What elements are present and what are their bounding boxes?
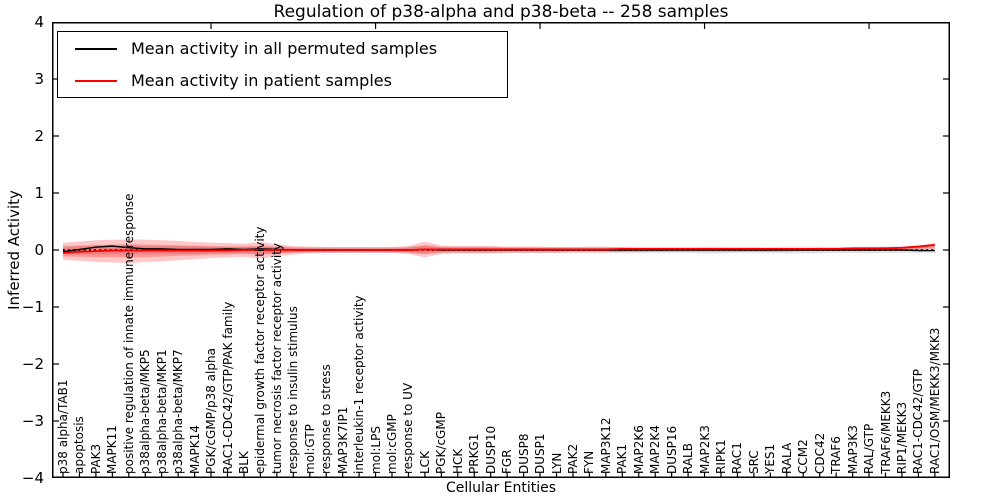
x-tick-label: PAK2 (565, 443, 580, 474)
x-tick-label: CDC42 (812, 432, 827, 474)
x-tick-label: RALA (779, 442, 794, 474)
x-tick-label: MAP3K12 (598, 417, 613, 474)
x-tick-label: p38 alpha/TAB1 (56, 379, 70, 474)
x-tick-label: RAC1 (730, 442, 745, 474)
x-tick-label: RALB (681, 443, 696, 474)
legend-entry: Mean activity in all permuted samples (75, 35, 507, 63)
x-tick-label: HCK (450, 448, 465, 474)
x-tick-label: RAL/GTP (862, 423, 877, 474)
x-tick-label: MAPK11 (105, 425, 120, 474)
x-tick-label: YES1 (763, 443, 778, 474)
x-tick-label: DUSP16 (664, 425, 679, 474)
x-tick-label: epidermal growth factor receptor activit… (253, 226, 268, 474)
x-tick-label: FGR (500, 449, 515, 474)
x-tick-label: MAP3K7IP1 (335, 406, 350, 474)
x-tick-label: PGK/cGMP (434, 412, 449, 474)
legend-line-sample-patient (75, 79, 117, 82)
x-tick-label: LYN (549, 452, 564, 474)
legend-line-sample-permuted (75, 47, 117, 50)
x-tick-label: p38alpha-beta/MKP7 (171, 349, 186, 474)
legend-label-patient: Mean activity in patient samples (131, 71, 392, 90)
patient-range-band-outer (63, 239, 935, 264)
plot-frame (52, 22, 950, 478)
x-tick-label: MAP2K6 (631, 425, 646, 474)
x-tick-label: RAC1-CDC42/GTP (911, 369, 926, 474)
plot-canvas (52, 22, 950, 478)
x-tick-label: DUSP10 (483, 425, 498, 474)
chart-title: Regulation of p38-alpha and p38-beta -- … (273, 2, 729, 22)
y-tick-label: −4 (21, 469, 44, 487)
x-tick-label: interleukin-1 receptor activity (352, 295, 367, 474)
x-tick-label: p38alpha-beta/MKP5 (138, 349, 153, 474)
x-tick-label: tumor necrosis factor receptor activity (269, 243, 284, 474)
x-tick-label: MAP2K3 (697, 425, 712, 474)
x-tick-label: MAP3K3 (845, 425, 860, 474)
x-tick-label: PGK/cGMP/p38 alpha (204, 348, 219, 474)
plot-area (52, 22, 950, 478)
x-tick-label: PAK3 (88, 443, 103, 474)
y-tick-label: −2 (21, 355, 44, 373)
y-tick-label: 0 (34, 241, 44, 259)
y-tick-label: 1 (34, 184, 44, 202)
x-tick-label: apoptosis (72, 416, 87, 474)
x-tick-label: p38alpha-beta/MKP1 (154, 349, 169, 474)
x-tick-label: RAC1-CDC42/GTP/PAK family (220, 301, 235, 474)
x-tick-label: mol:GTP (302, 424, 317, 474)
x-tick-label: positive regulation of innate immune res… (121, 193, 136, 474)
y-tick-label: −1 (21, 298, 44, 316)
patient-mean-line (62, 243, 935, 254)
x-tick-label: MAPK14 (187, 425, 202, 474)
x-tick-label: response to UV (401, 382, 416, 474)
x-tick-label: DUSP8 (516, 433, 531, 474)
legend-entry: Mean activity in patient samples (75, 67, 507, 95)
x-tick-label: PAK1 (615, 443, 630, 474)
x-tick-label: mol:cGMP (385, 414, 399, 474)
x-tick-label: PRKG1 (467, 433, 482, 474)
x-tick-label: LCK (417, 451, 432, 474)
x-axis-label: Cellular Entities (445, 480, 557, 496)
x-tick-label: RIP1/MEKK3 (894, 401, 909, 474)
x-tick-label: BLK (236, 451, 251, 474)
x-tick-label: response to insulin stimulus (286, 306, 301, 474)
y-tick-label: 2 (34, 127, 44, 145)
x-tick-label: TRAF6 (829, 436, 844, 474)
x-tick-label: RAC1/OSM/MEKK3/MKK3 (927, 327, 942, 474)
x-tick-label: TRAF6/MEKK3 (878, 390, 893, 474)
y-tick-label: 4 (34, 13, 44, 31)
x-tick-label: response to stress (319, 364, 334, 474)
legend: Mean activity in all permuted samples Me… (57, 31, 508, 98)
legend-label-permuted: Mean activity in all permuted samples (131, 39, 438, 58)
x-tick-label: MAP2K4 (648, 425, 663, 474)
x-tick-label: RIPK1 (714, 439, 728, 474)
x-tick-label: FYN (582, 450, 597, 474)
x-tick-label: CCM2 (796, 439, 811, 474)
x-tick-label: mol:LPS (368, 426, 383, 474)
y-tick-label: 3 (34, 70, 44, 88)
x-tick-label: DUSP1 (533, 433, 548, 474)
y-tick-label: −3 (21, 412, 44, 430)
x-tick-label: SRC (746, 450, 761, 474)
